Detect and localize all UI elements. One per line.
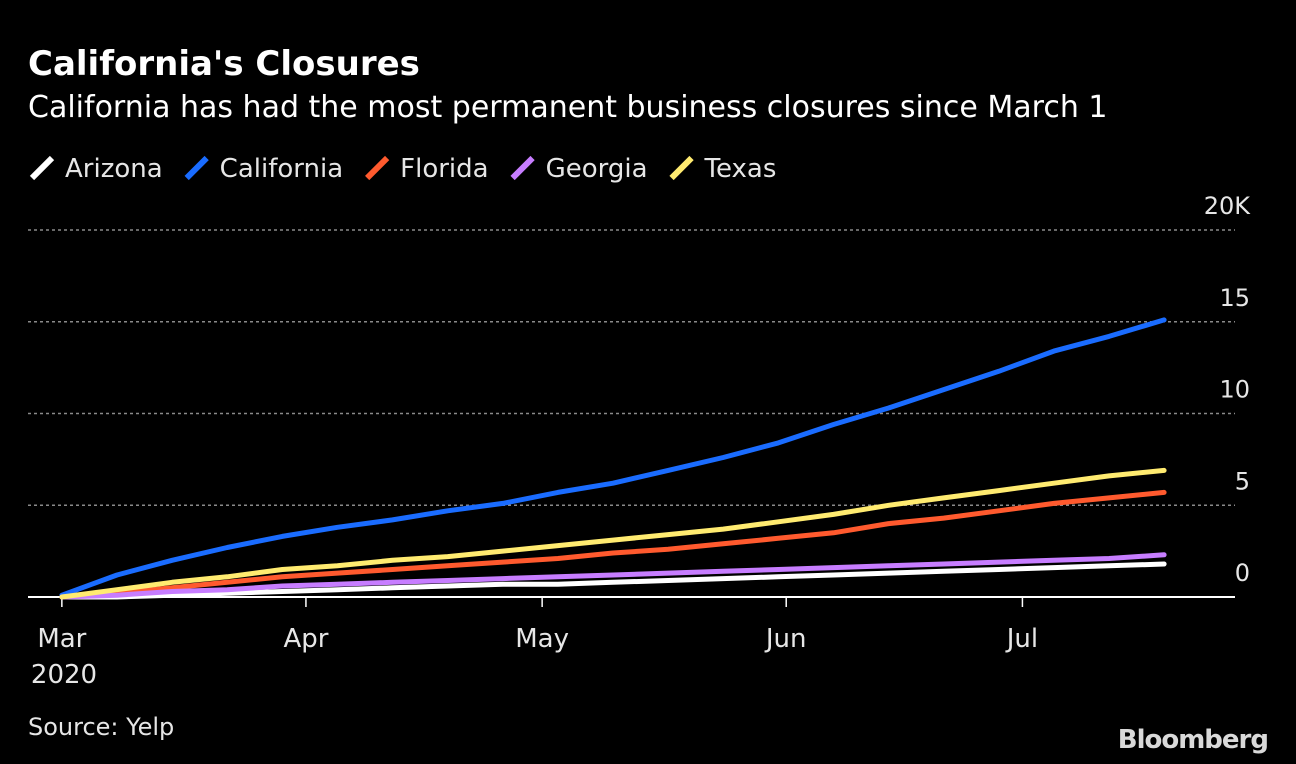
chart-title: California's Closures <box>28 44 420 84</box>
legend-label: Georgia <box>546 154 648 184</box>
legend-marker <box>365 155 390 181</box>
legend-label: Texas <box>704 154 777 184</box>
x-year-label: 2020 <box>31 660 97 690</box>
brand: Bloomberg <box>1118 725 1268 755</box>
y-tick-label: 15 <box>1219 284 1250 312</box>
legend-marker <box>669 155 694 181</box>
legend-marker <box>184 155 209 181</box>
y-tick-label: 20K <box>1204 192 1252 220</box>
series-line <box>59 489 1167 600</box>
y-tick-label: 10 <box>1219 376 1250 404</box>
legend-label: Arizona <box>65 154 163 184</box>
x-tick-label: Jun <box>764 624 807 654</box>
legend-marker <box>510 155 535 181</box>
series-line <box>59 467 1167 600</box>
y-tick-label: 0 <box>1235 559 1250 587</box>
legend-label: California <box>220 154 343 184</box>
x-tick-label: Apr <box>283 624 328 654</box>
series-line <box>59 561 1167 600</box>
legend-label: Florida <box>400 154 488 184</box>
x-tick-label: May <box>515 624 569 654</box>
series-line <box>59 317 1167 598</box>
y-tick-label: 5 <box>1235 467 1250 495</box>
legend-marker <box>29 155 55 181</box>
x-tick-label: Jul <box>1005 624 1038 654</box>
series-line <box>59 552 1167 600</box>
chart-subtitle: California has had the most permanent bu… <box>28 90 1107 125</box>
x-tick-label: Mar <box>37 624 86 654</box>
source: Source: Yelp <box>28 713 174 741</box>
